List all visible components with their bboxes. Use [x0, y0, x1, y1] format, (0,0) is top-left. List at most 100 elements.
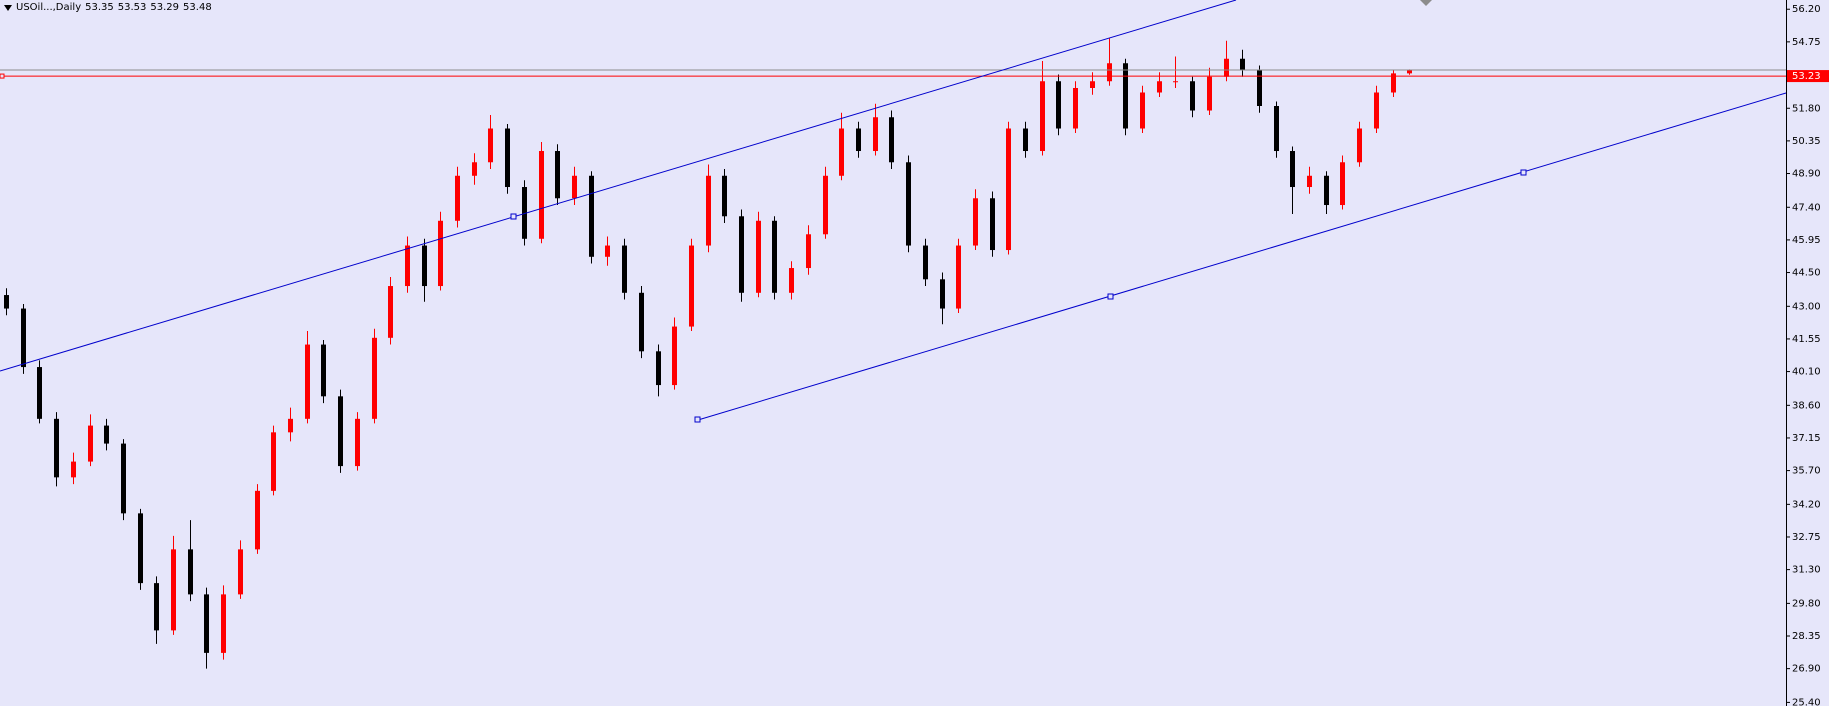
y-tick-label: 37.15	[1792, 433, 1821, 444]
y-tick-label: 31.30	[1792, 565, 1821, 576]
candle-body	[505, 128, 510, 188]
y-tick-label: 45.95	[1792, 235, 1821, 246]
candle-body	[472, 162, 477, 176]
candle-body	[1274, 106, 1279, 152]
y-tick-label: 32.75	[1792, 532, 1821, 543]
candle-body	[990, 198, 995, 251]
candle-body	[338, 396, 343, 467]
y-tick-label: 34.20	[1792, 499, 1821, 510]
y-tick-label: 41.55	[1792, 334, 1821, 345]
candle-body	[739, 216, 744, 293]
candle-body	[1391, 73, 1396, 93]
header-low: 53.29	[150, 2, 180, 13]
candle-body	[1240, 58, 1245, 70]
candle-body	[321, 344, 326, 397]
y-tick-label: 43.00	[1792, 301, 1821, 312]
candle-body	[204, 594, 209, 653]
candle-body	[1190, 81, 1195, 111]
candle-body	[656, 351, 661, 386]
candle-body	[37, 367, 42, 419]
candle-body	[1090, 81, 1095, 88]
candle-body	[154, 583, 159, 631]
y-tick-label: 29.80	[1792, 598, 1821, 609]
candle-body	[1056, 81, 1061, 129]
y-tick-label: 56.20	[1792, 4, 1821, 15]
y-tick-label: 25.40	[1792, 697, 1821, 706]
bid-line-end	[0, 73, 5, 79]
candle-body	[455, 175, 460, 221]
candle-body	[1073, 87, 1078, 129]
y-tick-label: 51.80	[1792, 103, 1821, 114]
candle-body	[54, 418, 59, 478]
candle-body	[706, 175, 711, 246]
candle-body	[21, 308, 26, 368]
symbol: USOil...,Daily	[16, 2, 82, 13]
y-tick-label: 40.10	[1792, 367, 1821, 378]
candle-body	[806, 234, 811, 269]
candle-body	[622, 245, 627, 293]
candle-body	[388, 286, 393, 338]
upper-trendline	[0, 0, 1237, 372]
y-tick-label: 48.90	[1792, 169, 1821, 180]
bid-label: 53.23	[1792, 71, 1821, 82]
trendline-anchor	[694, 416, 701, 423]
candle-body	[121, 443, 126, 514]
candle-body	[255, 490, 260, 550]
candle-body	[488, 128, 493, 163]
candle-body	[555, 151, 560, 199]
candle-body	[405, 245, 410, 287]
candle-body	[839, 128, 844, 176]
candle-body	[1107, 63, 1112, 82]
candle-body	[1123, 63, 1128, 129]
candle-body	[71, 461, 76, 478]
candle-body	[88, 425, 93, 462]
candle-body	[271, 432, 276, 491]
y-tick-label: 47.40	[1792, 202, 1821, 213]
candle-body	[1290, 151, 1295, 188]
candle-body	[1407, 70, 1412, 74]
candle-body	[305, 344, 310, 419]
candle-body	[539, 151, 544, 239]
candle-body	[923, 245, 928, 280]
trendline-anchor	[1520, 169, 1527, 176]
candle-body	[722, 175, 727, 217]
candle-body	[572, 175, 577, 199]
candle-body	[889, 117, 894, 163]
candle-body	[1357, 128, 1362, 163]
candle-body	[772, 220, 777, 293]
candle-body	[639, 292, 644, 352]
trendline-anchor	[1107, 293, 1114, 300]
candle-body	[689, 245, 694, 327]
candle-body	[823, 175, 828, 235]
header-open: 53.35	[85, 2, 114, 13]
candle-body	[1207, 76, 1212, 111]
candle-body	[104, 425, 109, 444]
candle-body	[789, 268, 794, 293]
plot-area	[0, 38, 1786, 669]
candle-body	[906, 162, 911, 246]
lower-trendline	[697, 92, 1787, 421]
candle-body	[4, 295, 9, 309]
candle-body	[873, 117, 878, 152]
candle-body	[438, 220, 443, 287]
chart-header: USOil...,Daily 53.35 53.53 53.29 53.48	[4, 2, 212, 13]
candle-body	[973, 198, 978, 246]
shift-marker	[1420, 0, 1432, 6]
candle-body	[171, 549, 176, 631]
header-high: 53.53	[117, 2, 147, 13]
candle-body	[605, 245, 610, 257]
candle-body	[1040, 81, 1045, 152]
candle-body	[1224, 58, 1229, 77]
y-tick-label: 38.60	[1792, 400, 1821, 411]
candle-body	[238, 549, 243, 595]
header-arrow	[4, 4, 12, 11]
candle-body	[355, 418, 360, 467]
candle-body	[422, 245, 427, 287]
y-tick-label: 54.75	[1792, 37, 1821, 48]
candle-body	[940, 279, 945, 309]
price-axis: 56.2054.7553.3051.8050.3548.9047.4045.95…	[1786, 4, 1829, 706]
y-tick-label: 44.50	[1792, 268, 1821, 279]
candle-body	[288, 418, 293, 433]
